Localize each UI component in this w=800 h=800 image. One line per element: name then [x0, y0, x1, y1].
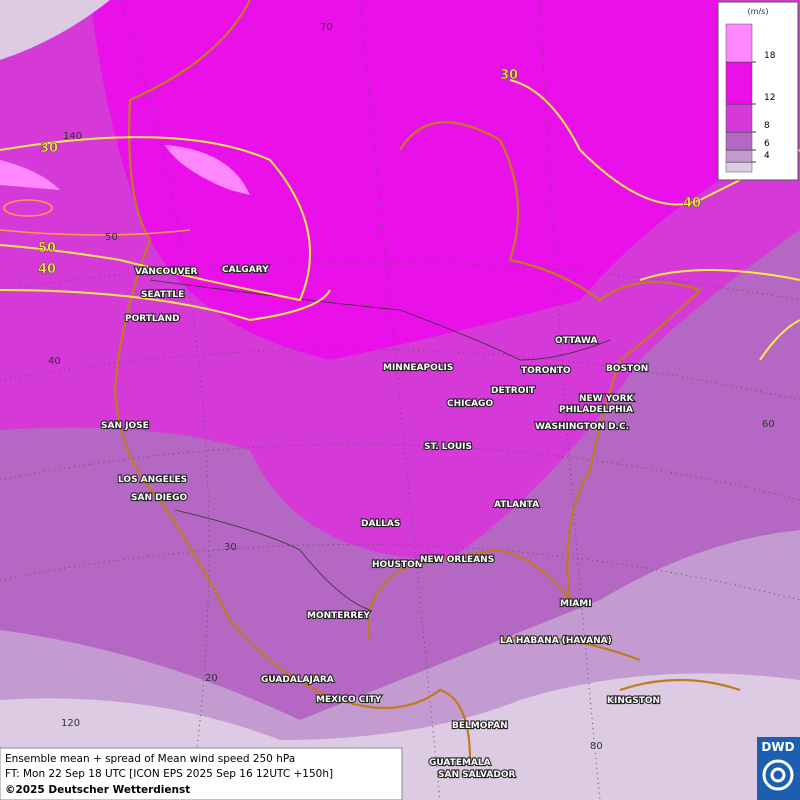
city-label: BOSTON [606, 364, 648, 374]
grid-label: 50 [105, 232, 118, 243]
city-label: MEXICO CITY [316, 695, 382, 705]
contour-label: 30 [500, 68, 518, 83]
footer-line: FT: Mon 22 Sep 18 UTC [ICON EPS 2025 Sep… [5, 768, 333, 780]
city-label: OTTAWA [555, 336, 598, 346]
legend-swatch [725, 161, 753, 173]
footer-line: Ensemble mean + spread of Mean wind spee… [5, 753, 295, 765]
city-label: WASHINGTON D.C. [535, 422, 629, 432]
city-label: SAN JOSE [101, 421, 149, 431]
legend-swatch [725, 131, 753, 151]
city-label: CHICAGO [447, 399, 493, 409]
city-label: CALGARY [222, 265, 269, 275]
city-label: TORONTO [521, 366, 571, 376]
city-label: PORTLAND [125, 314, 180, 324]
city-label: NEW YORK [579, 394, 635, 404]
legend: (m/s) 4 6 8 12 18 [717, 1, 799, 181]
grid-label: 40 [48, 356, 61, 367]
city-label: GUATEMALA [429, 758, 491, 768]
contour-label: 40 [38, 262, 56, 277]
city-label: GUADALAJARA [261, 675, 334, 685]
legend-scale: 4 6 8 12 18 [725, 23, 776, 173]
legend-unit: (m/s) [748, 7, 769, 16]
legend-label: 12 [764, 93, 775, 103]
grid-label: 20 [205, 673, 218, 684]
city-label: VANCOUVER [135, 267, 198, 277]
grid-label: 30 [224, 542, 237, 553]
footer-line: ©2025 Deutscher Wetterdienst [5, 784, 190, 796]
labels: VANCOUVER CALGARY SEATTLE PORTLAND SAN JOSE L… [38, 22, 775, 781]
coastlines [113, 0, 741, 761]
grid-label: 80 [590, 741, 603, 752]
city-label: LA HABANA (HAVANA) [500, 636, 612, 646]
legend-swatch [725, 149, 753, 163]
legend-label: 18 [764, 51, 776, 61]
contour-label: 30 [40, 141, 58, 156]
city-label: DALLAS [361, 519, 400, 529]
city-label: ATLANTA [494, 500, 539, 510]
contour-label: 40 [683, 196, 701, 211]
legend-label: 4 [764, 151, 770, 161]
city-label: KINGSTON [607, 696, 660, 706]
city-label: LOS ANGELES [118, 475, 187, 485]
city-label: MONTERREY [307, 611, 370, 621]
logo-text: DWD [761, 740, 794, 754]
city-label: SEATTLE [141, 290, 184, 300]
grid-label: 120 [61, 718, 80, 729]
city-label: MINNEAPOLIS [383, 363, 453, 373]
footer: Ensemble mean + spread of Mean wind spee… [0, 747, 403, 800]
legend-swatch [725, 61, 753, 105]
legend-swatch [725, 23, 753, 63]
grid-label: 70 [320, 22, 333, 33]
legend-label: 8 [764, 121, 770, 131]
city-label: PHILADELPHIA [559, 405, 633, 415]
city-label: HOUSTON [372, 560, 422, 570]
city-label: BELMOPAN [452, 721, 508, 731]
contour-label: 50 [38, 241, 56, 256]
logo: DWD [757, 737, 800, 800]
legend-swatch [725, 103, 753, 133]
city-label: ST. LOUIS [424, 442, 472, 452]
city-label: SAN DIEGO [131, 493, 187, 503]
grid-label: 140 [63, 131, 82, 142]
city-label: DETROIT [491, 386, 536, 396]
city-label: NEW ORLEANS [420, 555, 494, 565]
city-label: SAN SALVADOR [438, 770, 515, 780]
grid-label: 60 [762, 419, 775, 430]
city-label: MIAMI [560, 599, 592, 609]
legend-label: 6 [764, 139, 770, 149]
